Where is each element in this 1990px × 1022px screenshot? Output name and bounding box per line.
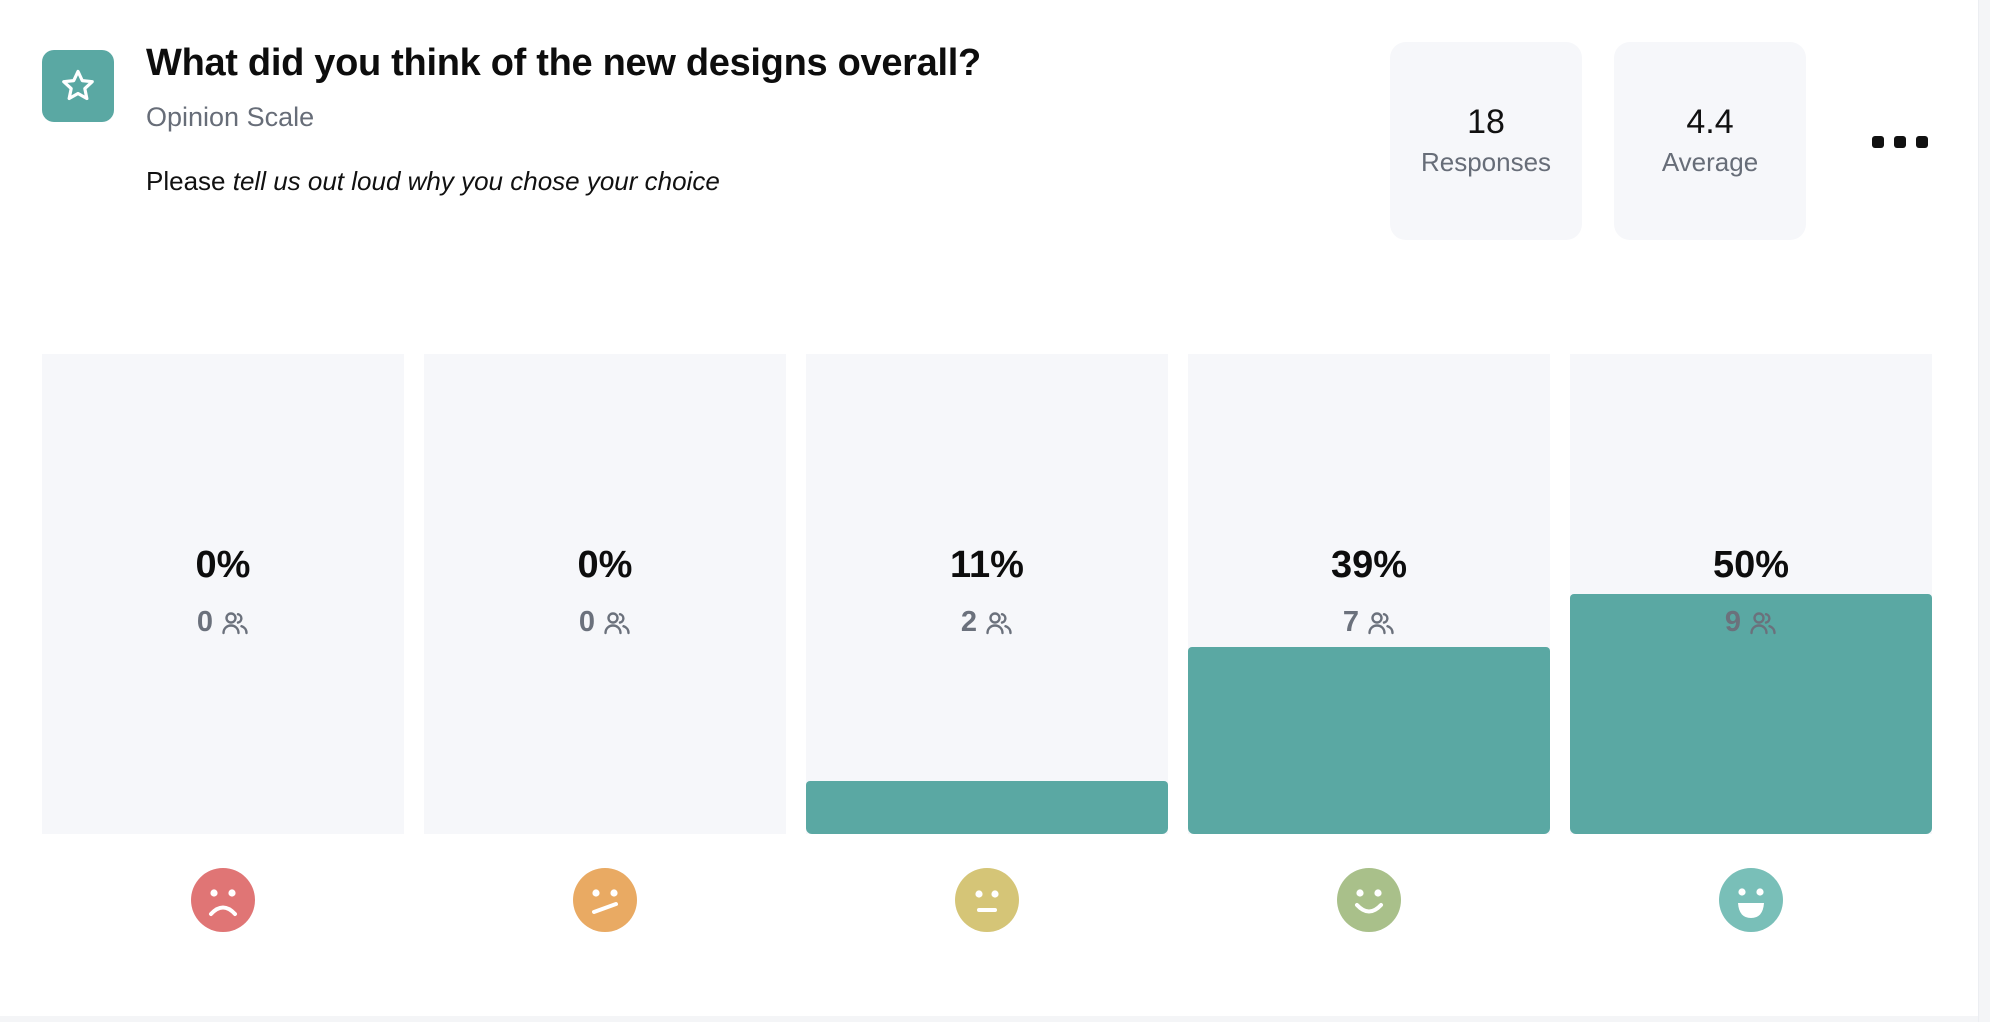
description-emphasis: tell us out loud why you chose your choi… [232,166,720,196]
average-stat-card: 4.4 Average [1614,42,1806,240]
very-sad-face-icon [191,868,255,932]
bar-fill [1188,647,1550,834]
responses-label: Responses [1420,147,1552,178]
neutral-face-icon [955,868,1019,932]
bar-4: 39% 7 [1188,354,1550,834]
right-scroll-rail [1978,0,1990,1022]
people-icon [1749,610,1777,636]
response-count: 9 [1724,606,1742,638]
grin-face-icon [1719,868,1783,932]
bar-fill [1570,594,1932,834]
bar-1: 0% 0 [42,354,404,834]
average-label: Average [1661,147,1759,178]
bar-percentage-label: 0% [577,544,633,586]
responses-stat-card: 18 Responses [1390,42,1582,240]
response-count: 2 [960,606,978,638]
bar-percentage-label: 50% [1712,544,1790,586]
response-count: 7 [1342,606,1360,638]
average-value: 4.4 [1686,102,1734,141]
bar-percentage-label: 11% [950,544,1024,586]
star-icon [42,50,114,122]
bar-5: 50% 9 [1570,354,1932,834]
people-icon [221,610,249,636]
bar-count-label: 9 [1570,606,1932,639]
response-count: 0 [196,606,214,638]
response-count: 0 [578,606,596,638]
bar-percentage-label: 39% [1330,544,1408,586]
opinion-scale-chart: 0% 0 0% 0 11% 2 39% 7 50% 9 [42,354,1932,834]
bar-count-label: 7 [1188,606,1550,639]
more-dot [1894,136,1906,148]
bar-2: 0% 0 [424,354,786,834]
people-icon [985,610,1013,636]
bar-percentage-label: 0% [195,544,251,586]
more-dot [1916,136,1928,148]
question-description: Please tell us out loud why you chose yo… [146,166,720,197]
description-prefix: Please [146,166,226,196]
bar-count-label: 0 [424,606,786,639]
people-icon [1367,610,1395,636]
more-options-button[interactable] [1872,122,1928,162]
question-title: What did you think of the new designs ov… [146,42,981,84]
card-bottom-edge [0,1016,1978,1022]
smile-face-icon [1337,868,1401,932]
bar-3: 11% 2 [806,354,1168,834]
question-type: Opinion Scale [146,102,315,132]
people-icon [603,610,631,636]
confused-face-icon [573,868,637,932]
bar-fill [806,781,1168,834]
bar-count-label: 2 [806,606,1168,639]
bar-count-label: 0 [42,606,404,639]
more-dot [1872,136,1884,148]
responses-value: 18 [1467,102,1505,141]
